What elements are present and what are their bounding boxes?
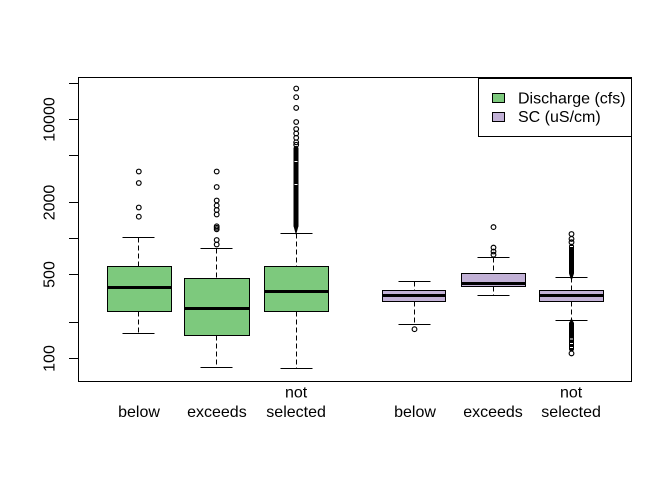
svg-text:not: not: [285, 385, 308, 402]
svg-text:not: not: [560, 385, 583, 402]
svg-text:500: 500: [42, 261, 59, 288]
svg-text:SC (uS/cm): SC (uS/cm): [518, 109, 601, 126]
svg-text:exceeds: exceeds: [463, 404, 523, 421]
svg-text:2000: 2000: [42, 185, 59, 221]
svg-text:selected: selected: [266, 404, 326, 421]
svg-text:below: below: [118, 404, 160, 421]
svg-text:exceeds: exceeds: [187, 404, 247, 421]
svg-text:100: 100: [42, 345, 59, 372]
svg-text:10000: 10000: [42, 97, 59, 142]
svg-text:Discharge (cfs): Discharge (cfs): [518, 90, 626, 107]
svg-text:selected: selected: [541, 404, 601, 421]
svg-text:below: below: [394, 404, 436, 421]
